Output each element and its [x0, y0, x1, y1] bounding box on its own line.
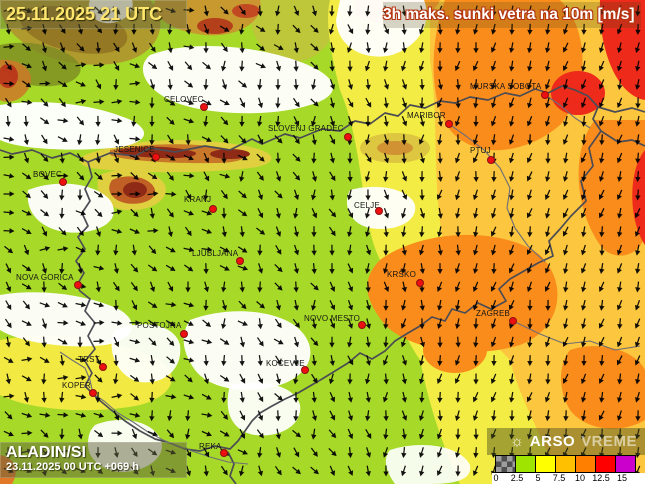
map-orange-blob-south [423, 327, 487, 373]
city-label: MARIBOR [407, 111, 446, 120]
city-dot [509, 317, 517, 325]
calm-klagenfurt-basin [142, 45, 333, 114]
city-dot [200, 103, 208, 111]
city-label: KOPER [62, 381, 92, 390]
colorbar-tick: 5 [535, 473, 541, 483]
city-label: SLOVENJ GRADEC [268, 124, 344, 133]
colorbar-tick: 12.5 [592, 473, 610, 483]
colorbar-swatch [555, 455, 575, 473]
model-run-info: 23.11.2025 00 UTC +069 h [6, 461, 140, 473]
calm-inner-carniola [183, 311, 311, 390]
colorbar-swatches [495, 455, 645, 473]
map-title-bar: 3h maks. sunki vetra na 10m [m/s] [383, 2, 641, 28]
city-label: NOVO MESTO [304, 314, 361, 323]
colorbar-tick: 10 [574, 473, 586, 483]
calm-pivka [111, 324, 181, 383]
colorbar-swatch [615, 455, 636, 473]
colorbar-tick: 15 [616, 473, 628, 483]
city-dot [180, 330, 188, 338]
city-dot [301, 366, 309, 374]
map-orange-blob-ne [433, 0, 583, 151]
city-label: LJUBLJANA [192, 249, 239, 258]
colorbar-tick: 0 [493, 473, 499, 483]
colorbar-swatch [575, 455, 595, 473]
city-label: KOČEVJE [266, 359, 305, 368]
city-dot [59, 178, 67, 186]
city-label: CELJE [354, 201, 380, 210]
agency-name: ARSO [529, 433, 576, 450]
model-info-box: ALADIN/SI 23.11.2025 00 UTC +069 h [0, 442, 187, 478]
sun-icon: ☼ [510, 433, 524, 450]
map-orange-blob-east-edge [578, 120, 645, 256]
forecast-datetime-box: 25.11.2025 21 UTC [0, 0, 187, 29]
city-label: CELOVEC [164, 95, 204, 104]
calm-top-left [88, 0, 133, 24]
colorbar-swatch [515, 455, 535, 473]
terrain-red-spot-2 [232, 4, 260, 18]
ridge-julian-darkred [123, 182, 147, 198]
colorbar-legend: 0 2.5 5 7.5 10 12.5 15 [492, 455, 645, 484]
city-dot [89, 389, 97, 397]
colorbar-tick: 2.5 [510, 473, 524, 483]
colorbar-ticks: 0 2.5 5 7.5 10 12.5 15 [492, 473, 645, 484]
city-dot [358, 321, 366, 329]
calm-nw-valley [0, 102, 145, 150]
city-dot [487, 156, 495, 164]
model-name: ALADIN/SI [6, 444, 86, 461]
map-red-patch-ne-corner [599, 0, 645, 100]
calm-bottom-center [385, 445, 471, 484]
city-dot [445, 120, 453, 128]
terrain-red-spot-1 [197, 18, 233, 34]
city-dot [541, 91, 549, 99]
city-label: NOVA GORICA [16, 273, 74, 282]
city-label: REKA [199, 442, 222, 451]
forecast-datetime: 25.11.2025 21 UTC [6, 4, 163, 24]
product-name: VREME [581, 433, 637, 450]
colorbar-swatch [595, 455, 615, 473]
city-label: MURSKA SOBOTA [470, 82, 542, 91]
city-label: BOVEC [33, 170, 63, 179]
city-dot [99, 363, 107, 371]
city-label: KRANJ [184, 195, 212, 204]
colorbar-swatch [495, 455, 515, 473]
city-label: POSTOJNA [137, 321, 182, 330]
city-label: PTUJ [470, 146, 491, 155]
colorbar-swatch [535, 455, 555, 473]
city-dot [209, 205, 217, 213]
city-dot [344, 133, 352, 141]
city-dot [236, 257, 244, 265]
colorbar-tick: 7.5 [552, 473, 566, 483]
city-label: ZAGREB [476, 309, 511, 318]
arso-logo-bar: ☼ ARSO VREME [487, 428, 645, 455]
city-dot [220, 449, 228, 457]
ridge-pohorje-orange [377, 141, 413, 155]
city-label: JESENICE [114, 145, 155, 154]
map-title: 3h maks. sunki vetra na 10m [m/s] [383, 6, 635, 23]
city-label: KRŠKO [387, 270, 417, 279]
map-orange-blob-se [561, 346, 645, 429]
city-dot [375, 207, 383, 215]
city-dot [74, 281, 82, 289]
city-label: TRST [78, 355, 100, 364]
city-dot [416, 279, 424, 287]
city-dot [152, 153, 160, 161]
calm-soca-valley [27, 183, 114, 233]
